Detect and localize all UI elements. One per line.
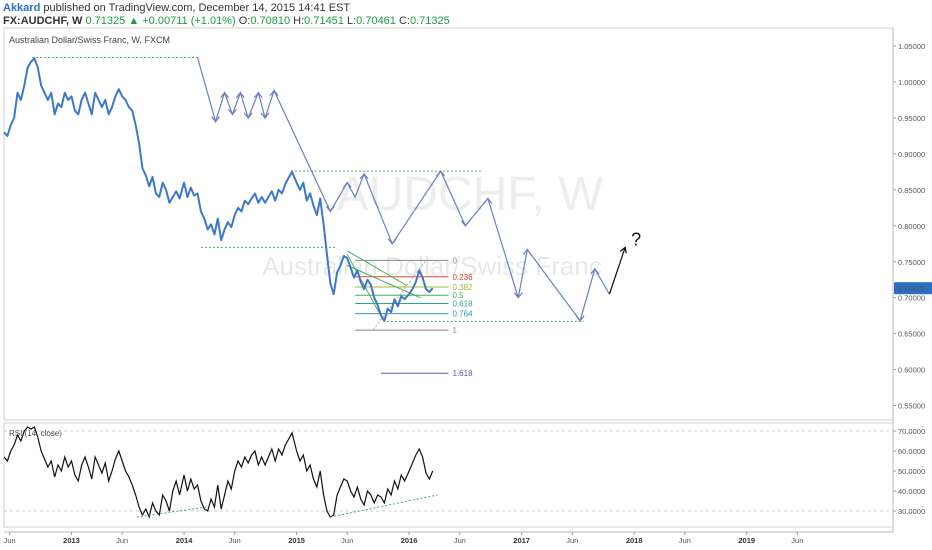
last-price-label: 0.71325	[897, 284, 924, 293]
forecast-arrowhead	[483, 197, 493, 204]
forecast-arrowhead	[235, 91, 245, 99]
forecast-arrowhead	[220, 91, 230, 99]
x-tick-label: 2016	[401, 536, 418, 545]
rsi-tick-label: 70.0000	[898, 427, 925, 436]
y-tick-label: 0.60000	[898, 366, 925, 375]
forecast-arrowhead	[590, 267, 600, 275]
fib-level-label: 0.236	[453, 273, 474, 282]
published-text: published on TradingView.com, December 1…	[43, 2, 351, 14]
x-tick-label: 2014	[176, 536, 194, 545]
channel-lower-line	[346, 254, 385, 323]
chart-title: Australian Dollar/Swiss Franc, W, FXCM	[9, 35, 170, 45]
ohlc-label: O:	[238, 15, 251, 27]
y-tick-label: 0.75000	[898, 258, 925, 267]
fib-level-label: 0.764	[453, 310, 474, 319]
forecast-arrowhead	[227, 108, 237, 116]
author-link[interactable]: Akkard	[3, 2, 41, 14]
last-price-badge	[894, 282, 932, 295]
x-tick-label: 2017	[513, 536, 530, 545]
y-tick-label: 1.05000	[898, 42, 925, 51]
forecast-arrowhead	[211, 116, 221, 123]
forecast-path	[196, 57, 610, 323]
y-tick-label: 1.00000	[898, 78, 925, 87]
forecast-arrowhead	[359, 173, 369, 180]
y-tick-label: 0.65000	[898, 330, 925, 339]
symbol-label: FX:AUDCHF, W	[3, 15, 83, 27]
x-tick-label: 2019	[738, 536, 755, 545]
rsi-divergence-line	[330, 494, 438, 518]
ohlc-label: H:	[290, 15, 305, 27]
fib-level-label: 0.5	[453, 291, 465, 300]
x-tick-label: 2015	[288, 536, 305, 545]
forecast-arrowhead	[260, 112, 270, 119]
y-tick-label: 0.80000	[898, 222, 925, 231]
x-tick-label: 2018	[626, 536, 643, 545]
fib-level-label: 0.618	[453, 299, 474, 308]
y-tick-label: 0.85000	[898, 186, 925, 195]
forecast-arrowhead	[325, 206, 335, 213]
y-tick-label: 0.95000	[898, 114, 925, 123]
channel-middle-line	[347, 264, 421, 299]
y-tick-label: 0.90000	[898, 150, 925, 159]
x-tick-label: Jun	[791, 536, 803, 545]
x-tick-label: Jun	[454, 536, 466, 545]
rsi-tick-label: 30.0000	[898, 507, 925, 516]
price-line	[3, 57, 434, 322]
forecast-arrowhead	[522, 248, 532, 255]
x-tick-label: Jun	[4, 536, 16, 545]
fib-level-label: 0.382	[453, 283, 474, 292]
question-annotation: ?	[631, 229, 641, 249]
x-tick-label: 2013	[63, 536, 80, 545]
rsi-tick-label: 60.0000	[898, 447, 925, 456]
watermark-symbol: AUDCHF, W	[337, 168, 604, 221]
target-arrow	[608, 247, 626, 295]
symbol-info: FX:AUDCHF, W 0.71325 ▲ +0.00711 (+1.01%)…	[3, 15, 450, 27]
x-tick-label: Jun	[679, 536, 691, 545]
ohlc-value: 0.71451	[304, 15, 344, 27]
forecast-arrowhead	[342, 181, 352, 189]
forecast-arrowhead	[513, 292, 523, 299]
fib-level-label: 0	[453, 256, 458, 265]
fib-trend-line	[372, 260, 427, 331]
ohlc-values: O:0.70810 H:0.71451 L:0.70461 C:0.71325	[239, 15, 450, 27]
ohlc-label: L:	[343, 15, 357, 27]
forecast-arrowhead	[387, 238, 397, 245]
y-tick-label: 0.55000	[898, 402, 925, 411]
rsi-tick-label: 40.0000	[898, 487, 925, 496]
publish-info: Akkard published on TradingView.com, Dec…	[3, 2, 350, 14]
rsi-line	[3, 426, 434, 519]
x-tick-label: Jun	[341, 536, 353, 545]
y-tick-label: 0.70000	[898, 294, 925, 303]
x-tick-label: Jun	[566, 536, 578, 545]
target-arrowhead	[619, 246, 627, 254]
forecast-arrowhead	[253, 91, 263, 99]
forecast-arrowhead	[436, 170, 446, 177]
ohlc-value: 0.70810	[250, 15, 291, 27]
forecast-arrowhead	[460, 220, 470, 227]
channel-upper-line	[346, 250, 408, 286]
forecast-arrowhead	[243, 112, 253, 119]
x-tick-label: Jun	[116, 536, 128, 545]
fib-level-label: 1.618	[453, 369, 474, 378]
ohlc-label: C:	[395, 15, 410, 27]
forecast-arrowhead	[269, 89, 279, 96]
price-pane-frame	[3, 27, 894, 421]
fib-level-label: 1	[453, 326, 458, 335]
ohlc-value: 0.70461	[356, 15, 396, 27]
forecast-arrowhead	[575, 315, 585, 322]
price-change: 0.71325 ▲ +0.00711 (+1.01%)	[85, 15, 236, 27]
watermark-name: Australian Dollar/Swiss Franc	[262, 251, 602, 281]
x-tick-label: Jun	[229, 536, 241, 545]
rsi-tick-label: 50.0000	[898, 467, 925, 476]
rsi-title: RSI (14, close)	[9, 429, 62, 438]
ohlc-value: 0.71325	[409, 15, 450, 27]
